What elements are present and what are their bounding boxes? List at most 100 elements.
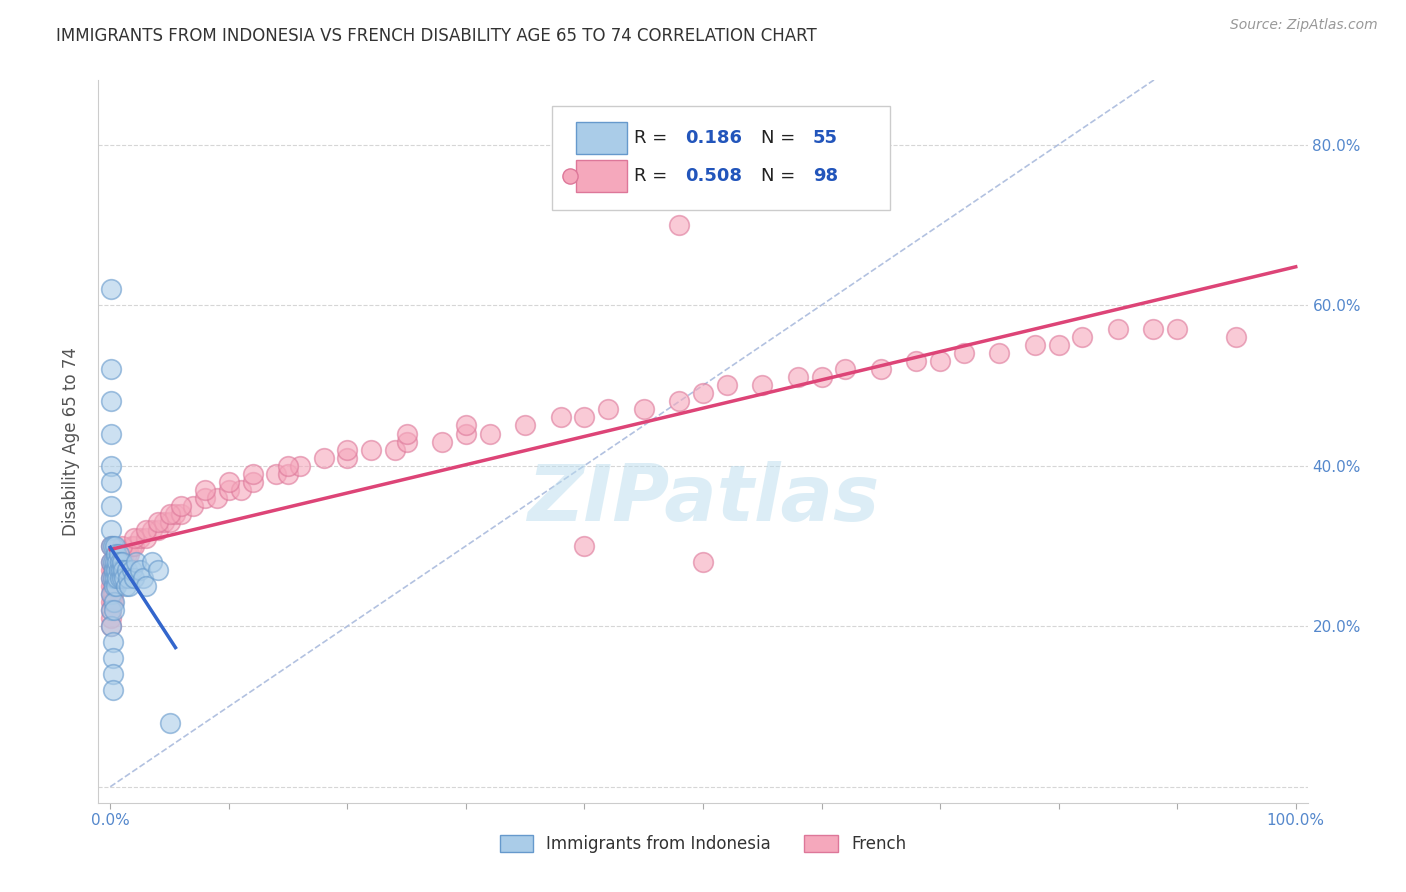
Point [360, 442, 382, 457]
Point [129, 563, 152, 577]
Point [288, 458, 311, 473]
Point [1047, 338, 1070, 352]
Point [574, 410, 596, 425]
Text: R =: R = [634, 129, 673, 147]
Point [100, 571, 122, 585]
Text: IMMIGRANTS FROM INDONESIA VS FRENCH DISABILITY AGE 65 TO 74 CORRELATION CHART: IMMIGRANTS FROM INDONESIA VS FRENCH DISA… [56, 27, 817, 45]
Point [105, 555, 128, 569]
Point [336, 450, 359, 465]
Point [132, 571, 155, 585]
Point [122, 531, 145, 545]
Y-axis label: Disability Age 65 to 74: Disability Age 65 to 74 [62, 347, 80, 536]
Point [454, 418, 477, 433]
Text: ZIPatlas: ZIPatlas [527, 461, 879, 537]
Point [100, 595, 122, 609]
Point [117, 571, 139, 585]
Point [146, 563, 169, 577]
Point [598, 402, 620, 417]
Point [111, 539, 134, 553]
Point [105, 547, 128, 561]
Point [104, 563, 127, 577]
Legend: Immigrants from Indonesia, French: Immigrants from Indonesia, French [494, 828, 912, 860]
Point [107, 563, 129, 577]
Point [100, 587, 122, 601]
Point [1024, 338, 1046, 352]
Point [1107, 322, 1129, 336]
Point [561, 83, 583, 97]
Point [104, 539, 127, 553]
Point [929, 354, 952, 368]
Text: 0.508: 0.508 [685, 167, 742, 185]
Point [101, 563, 124, 577]
Point [100, 282, 122, 296]
Point [108, 555, 131, 569]
Point [101, 651, 124, 665]
Point [834, 362, 856, 376]
Point [384, 442, 406, 457]
Point [122, 539, 145, 553]
Point [181, 499, 204, 513]
Point [905, 354, 928, 368]
Point [115, 547, 138, 561]
Point [668, 218, 690, 232]
Point [312, 450, 335, 465]
Point [170, 499, 193, 513]
Point [229, 483, 252, 497]
Point [121, 563, 143, 577]
Point [118, 547, 141, 561]
Point [115, 563, 138, 577]
Point [125, 555, 148, 569]
Text: N =: N = [761, 129, 801, 147]
Point [786, 370, 808, 384]
Point [633, 402, 655, 417]
Point [100, 571, 122, 585]
Point [395, 434, 418, 449]
Point [114, 571, 136, 585]
Point [101, 539, 124, 553]
Point [103, 555, 125, 569]
Point [100, 539, 122, 553]
Point [101, 587, 124, 601]
Point [100, 475, 122, 489]
Point [135, 531, 157, 545]
Point [100, 539, 122, 553]
Point [100, 458, 122, 473]
Point [515, 418, 537, 433]
Point [112, 563, 135, 577]
Text: Source: ZipAtlas.com: Source: ZipAtlas.com [1230, 18, 1378, 32]
Point [111, 555, 134, 569]
Point [692, 386, 714, 401]
Point [1225, 330, 1247, 344]
Point [100, 523, 122, 537]
Point [103, 563, 125, 577]
Point [105, 563, 128, 577]
Point [100, 555, 122, 569]
FancyBboxPatch shape [576, 122, 627, 154]
Point [100, 426, 122, 441]
Point [716, 378, 738, 392]
Point [105, 579, 128, 593]
Point [101, 579, 124, 593]
Point [264, 467, 287, 481]
Point [122, 571, 145, 585]
Point [159, 507, 181, 521]
Point [810, 370, 832, 384]
Point [869, 362, 891, 376]
Point [146, 523, 169, 537]
Point [478, 426, 501, 441]
FancyBboxPatch shape [576, 160, 627, 192]
Point [104, 555, 127, 569]
Point [100, 611, 122, 625]
Point [114, 579, 136, 593]
Point [454, 426, 477, 441]
Point [105, 547, 128, 561]
Point [194, 483, 217, 497]
Point [103, 579, 125, 593]
Point [170, 507, 193, 521]
Point [101, 635, 124, 649]
Point [100, 555, 122, 569]
FancyBboxPatch shape [551, 105, 890, 211]
Point [118, 579, 141, 593]
Point [692, 555, 714, 569]
Point [218, 475, 240, 489]
